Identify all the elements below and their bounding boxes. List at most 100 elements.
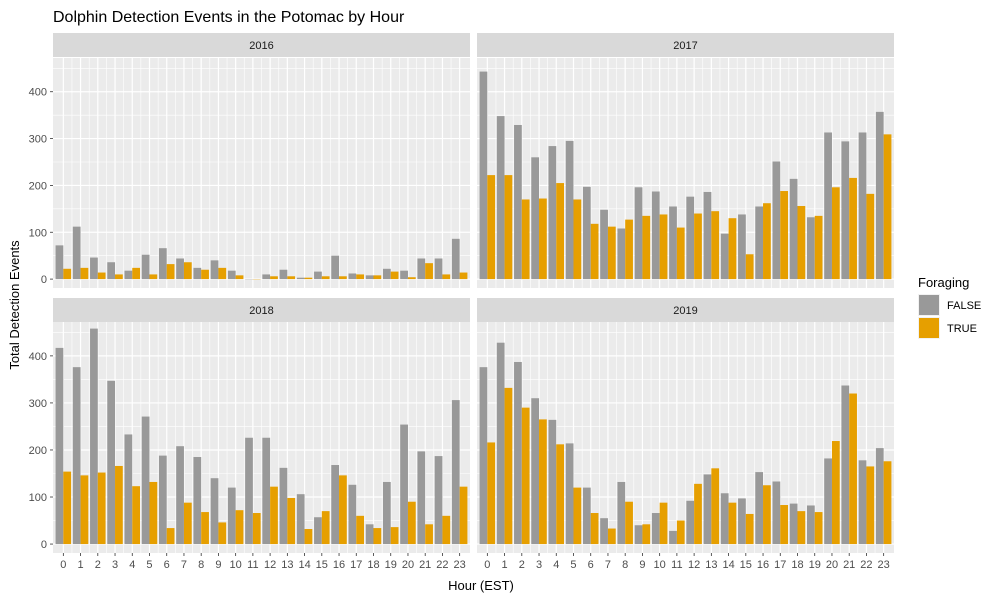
bar-true-hour-19 xyxy=(814,512,823,545)
bar-true-hour-17 xyxy=(356,274,365,280)
bar-false-hour-19 xyxy=(806,505,815,545)
x-tick-label: 21 xyxy=(843,559,855,571)
bar-true-hour-18 xyxy=(797,206,806,280)
bar-false-hour-23 xyxy=(451,238,460,280)
bar-true-hour-0 xyxy=(487,175,496,280)
x-tick-label: 19 xyxy=(385,559,397,571)
bar-true-hour-20 xyxy=(831,441,840,545)
legend-title: Foraging xyxy=(918,275,969,290)
facet-strip xyxy=(53,298,470,322)
bar-true-hour-10 xyxy=(659,502,668,545)
bar-true-hour-20 xyxy=(407,277,416,280)
bar-false-hour-16 xyxy=(331,255,340,280)
x-tick-label: 8 xyxy=(198,559,204,571)
bar-false-hour-11 xyxy=(669,530,677,545)
bar-false-hour-6 xyxy=(582,487,591,545)
x-tick-label: 4 xyxy=(553,559,559,571)
bar-false-hour-16 xyxy=(755,206,764,280)
bar-false-hour-0 xyxy=(479,367,488,545)
bar-true-hour-8 xyxy=(625,501,633,545)
bar-false-hour-22 xyxy=(858,460,867,545)
bar-true-hour-10 xyxy=(235,275,244,280)
bar-true-hour-9 xyxy=(642,215,651,280)
bar-false-hour-21 xyxy=(841,385,850,545)
bar-false-hour-19 xyxy=(382,481,391,545)
bar-true-hour-0 xyxy=(63,471,72,545)
x-tick-label: 5 xyxy=(146,559,152,571)
bar-true-hour-5 xyxy=(573,487,582,545)
bar-false-hour-2 xyxy=(90,328,98,545)
bar-false-hour-10 xyxy=(227,270,236,280)
bar-true-hour-14 xyxy=(728,218,737,280)
series-true xyxy=(63,465,468,545)
x-tick-label: 10 xyxy=(230,559,242,571)
series-false xyxy=(55,328,460,545)
bar-true-hour-10 xyxy=(659,214,668,280)
bar-false-hour-17 xyxy=(772,161,781,280)
bar-false-hour-18 xyxy=(789,178,798,280)
bar-false-hour-9 xyxy=(210,478,219,545)
bar-true-hour-22 xyxy=(442,274,451,280)
facet-strip-label: 2019 xyxy=(673,305,697,317)
bar-true-hour-8 xyxy=(201,269,209,280)
bar-false-hour-12 xyxy=(262,274,271,280)
x-tick-label: 22 xyxy=(436,559,448,571)
x-tick-label: 0 xyxy=(60,559,66,571)
x-tick-label: 5 xyxy=(570,559,576,571)
bar-true-hour-6 xyxy=(590,513,599,545)
bar-false-hour-14 xyxy=(296,494,305,545)
bar-true-hour-12 xyxy=(270,276,278,280)
bar-true-hour-11 xyxy=(676,227,685,280)
x-tick-label: 13 xyxy=(705,559,717,571)
y-tick-label: 400 xyxy=(29,351,47,363)
bar-true-hour-13 xyxy=(711,211,720,280)
bar-true-hour-23 xyxy=(459,272,468,280)
x-tick-label: 20 xyxy=(402,559,414,571)
bar-false-hour-9 xyxy=(634,525,643,545)
bar-false-hour-15 xyxy=(314,271,322,280)
bar-false-hour-22 xyxy=(434,258,443,280)
x-tick-label: 16 xyxy=(333,559,345,571)
bar-false-hour-13 xyxy=(279,269,288,280)
bar-false-hour-12 xyxy=(686,196,695,280)
bar-false-hour-15 xyxy=(314,517,322,545)
bar-true-hour-18 xyxy=(373,528,382,545)
series-true xyxy=(487,387,892,545)
bar-true-hour-19 xyxy=(814,215,823,280)
bar-false-hour-7 xyxy=(176,258,184,280)
x-tick-label: 23 xyxy=(454,559,466,571)
bar-false-hour-11 xyxy=(245,437,253,545)
bar-false-hour-17 xyxy=(348,484,357,545)
bar-false-hour-20 xyxy=(824,458,832,545)
bar-true-hour-19 xyxy=(390,271,399,280)
bar-true-hour-20 xyxy=(407,501,416,545)
bar-true-hour-3 xyxy=(539,419,547,545)
bar-false-hour-13 xyxy=(703,474,712,545)
bar-false-hour-15 xyxy=(738,214,746,280)
bar-false-hour-13 xyxy=(703,191,712,280)
bar-false-hour-0 xyxy=(55,347,64,545)
bar-false-hour-6 xyxy=(158,248,167,280)
bar-false-hour-18 xyxy=(365,275,374,280)
bar-false-hour-4 xyxy=(548,146,557,280)
series-false xyxy=(55,226,460,280)
bar-false-hour-23 xyxy=(875,111,884,280)
bar-true-hour-11 xyxy=(252,513,261,545)
bar-true-hour-6 xyxy=(590,223,599,280)
bar-false-hour-2 xyxy=(90,257,98,280)
bar-true-hour-21 xyxy=(849,177,857,280)
bar-false-hour-0 xyxy=(479,71,488,280)
legend-label-false: FALSE xyxy=(947,300,981,312)
bar-false-hour-1 xyxy=(496,342,505,545)
bar-true-hour-0 xyxy=(487,442,496,545)
bar-true-hour-5 xyxy=(149,274,158,280)
bar-false-hour-3 xyxy=(531,398,540,545)
bar-false-hour-7 xyxy=(600,518,608,545)
x-tick-label: 18 xyxy=(367,559,379,571)
y-tick-label: 0 xyxy=(41,274,47,286)
bar-false-hour-23 xyxy=(875,448,884,545)
y-tick-label: 300 xyxy=(29,134,47,146)
x-tick-label: 7 xyxy=(605,559,611,571)
x-tick-label: 1 xyxy=(502,559,508,571)
